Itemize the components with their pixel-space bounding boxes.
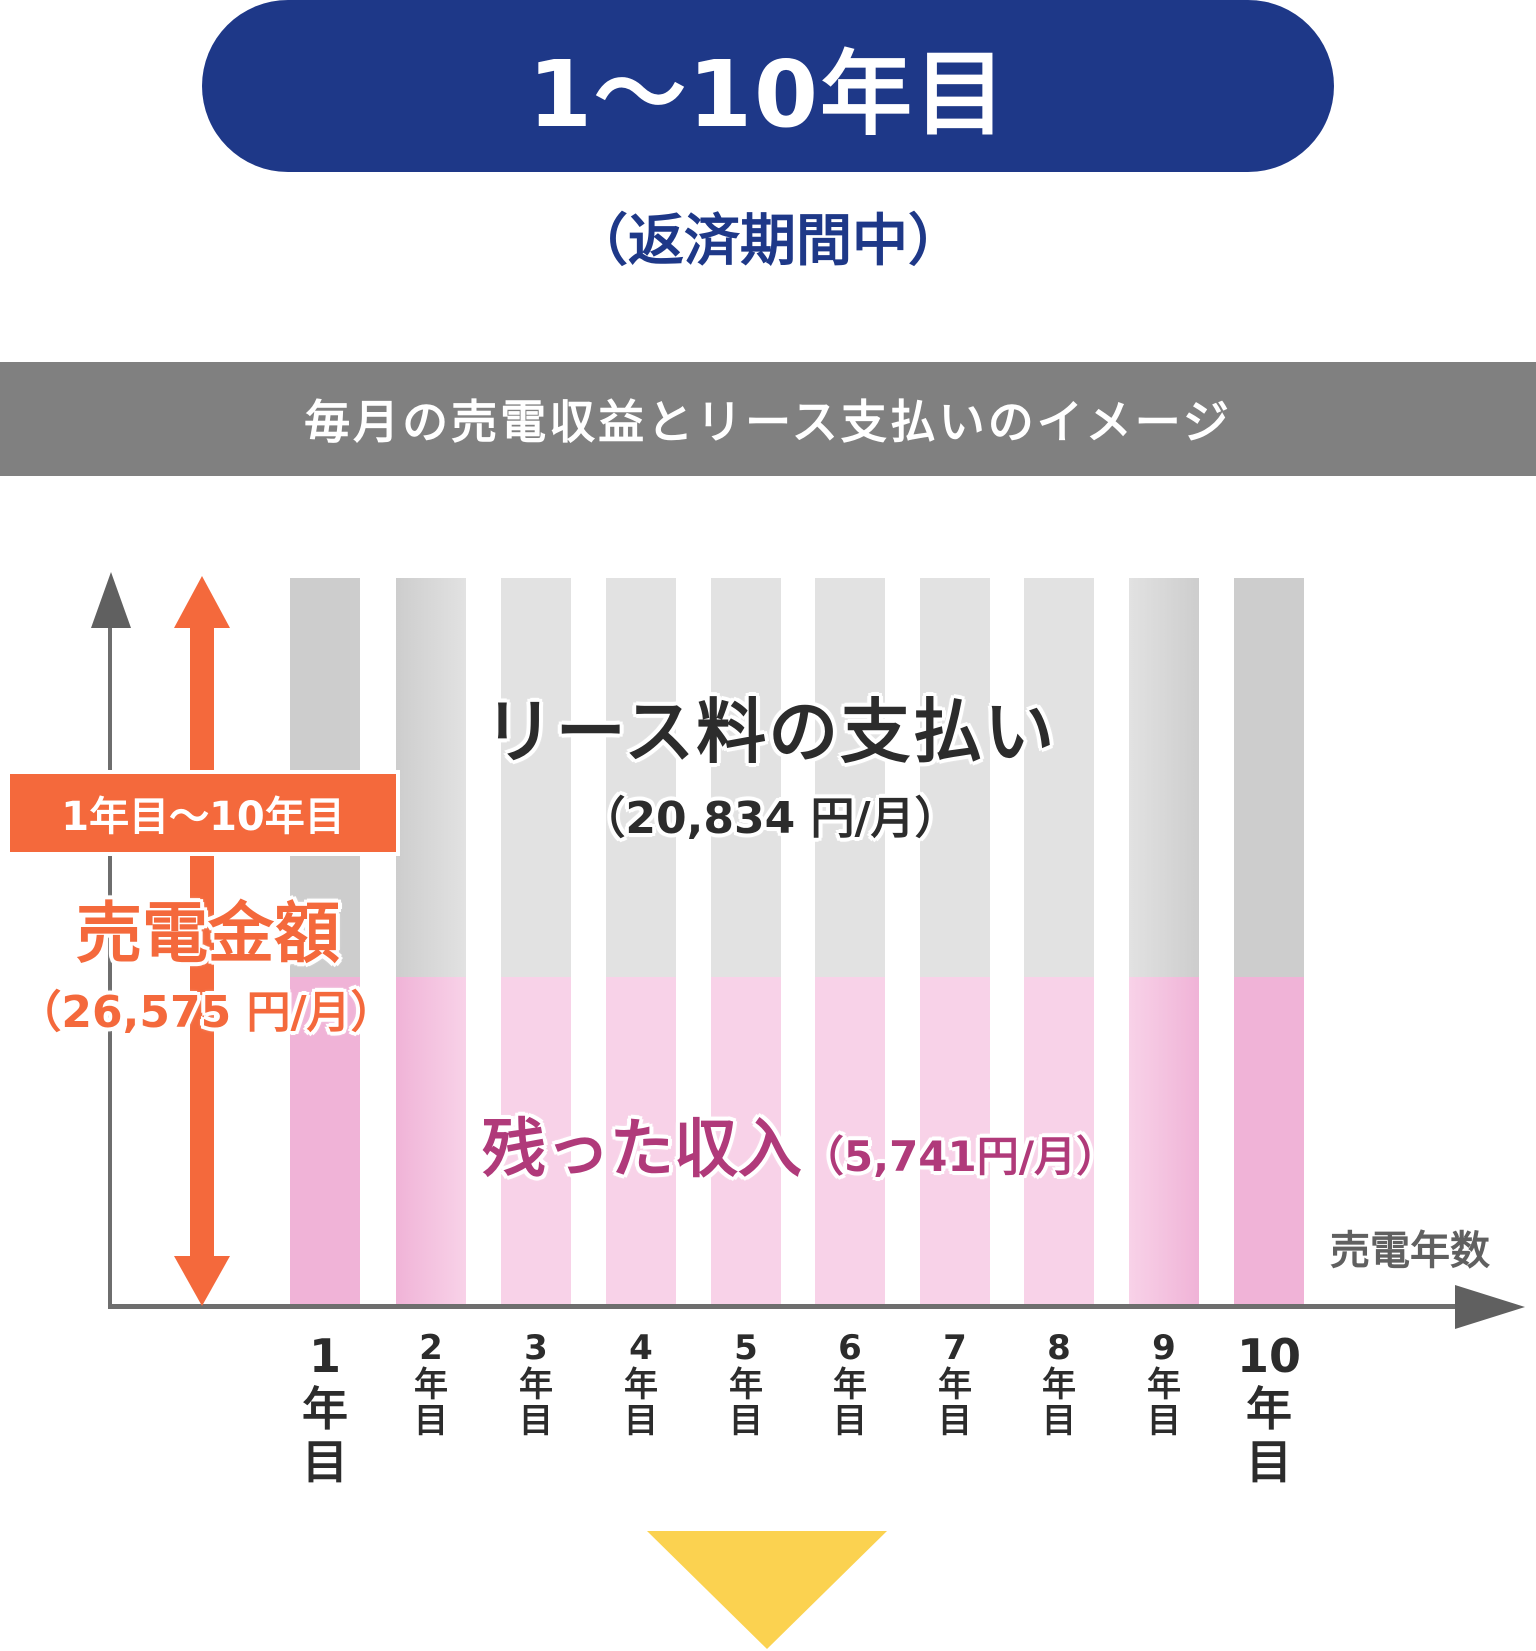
remaining-segment [1129, 977, 1199, 1304]
x-label-part: 年 [1042, 1364, 1076, 1405]
sales-amount: （26,575 円/月） [17, 987, 395, 1038]
bar-year-2 [396, 578, 466, 1304]
remaining-title: 残った収入 [481, 1113, 802, 1187]
remaining-segment [290, 977, 360, 1304]
bar-year-7 [920, 578, 990, 1304]
x-label-part: 7 [943, 1328, 967, 1368]
x-label-part: 10 [1236, 1329, 1301, 1383]
bar-year-8 [1024, 578, 1094, 1304]
x-label-part: 年 [302, 1381, 348, 1436]
x-label-part: 年 [833, 1364, 867, 1405]
lease-title: リース料の支払い [483, 691, 1057, 773]
bar-year-6 [815, 578, 885, 1304]
remaining-segment [1024, 977, 1094, 1304]
lease-segment [1024, 578, 1094, 977]
chart-title-banner: 毎月の売電収益とリース支払いのイメージ [0, 362, 1536, 476]
period-subtitle: （返済期間中） [572, 209, 964, 274]
lease-segment [1234, 578, 1304, 977]
period-label: 1〜10年目 [527, 40, 1009, 148]
x-label-part: 目 [938, 1401, 972, 1442]
y-axis-arrow-icon [91, 572, 131, 628]
x-label-part: 目 [624, 1401, 658, 1442]
down-triangle-icon [647, 1531, 887, 1649]
x-label-part: 目 [1147, 1401, 1181, 1442]
x-axis-title: 売電年数 [1330, 1228, 1490, 1274]
lease-segment [711, 578, 781, 977]
x-label-part: 年 [729, 1364, 763, 1405]
arrow-up-icon [174, 576, 230, 628]
x-axis-arrow-icon [1455, 1285, 1525, 1329]
arrow-down-icon [174, 1256, 230, 1306]
lease-segment [1129, 578, 1199, 977]
x-label-part: 目 [302, 1434, 348, 1489]
chart-title: 毎月の売電収益とリース支払いのイメージ [304, 395, 1232, 449]
x-label-part: 目 [729, 1401, 763, 1442]
x-label-part: 1 [308, 1329, 341, 1383]
x-label-part: 年 [1147, 1364, 1181, 1405]
remaining-segment [606, 977, 676, 1304]
bar-year-3 [501, 578, 571, 1304]
x-label-part: 5 [734, 1328, 758, 1368]
remaining-income: 残った収入（5,741円/月） [430, 1098, 1170, 1190]
remaining-segment [920, 977, 990, 1304]
remaining-segment [711, 977, 781, 1304]
x-label-part: 3 [524, 1328, 548, 1368]
x-label-part: 4 [629, 1328, 653, 1368]
lease-segment [501, 578, 571, 977]
bar-year-5 [711, 578, 781, 1304]
lease-amount: （20,834 円/月） [581, 793, 959, 844]
y-axis [108, 610, 112, 1308]
x-label-year-10: 10 年目 [1224, 1330, 1314, 1489]
sales-title: 売電金額 [76, 895, 340, 972]
x-label-part: 年 [938, 1364, 972, 1405]
remaining-segment [815, 977, 885, 1304]
lease-segment [396, 578, 466, 977]
x-label-part: 目 [833, 1401, 867, 1442]
x-label-part: 年 [624, 1364, 658, 1405]
x-label-part: 目 [519, 1401, 553, 1442]
period-pill: 1〜10年目 [202, 0, 1334, 172]
remaining-segment [396, 977, 466, 1304]
x-label-part: 目 [414, 1401, 448, 1442]
x-label-part: 2 [419, 1328, 443, 1368]
bar-year-9 [1129, 578, 1199, 1304]
lease-segment [815, 578, 885, 977]
x-label-part: 8 [1047, 1328, 1071, 1368]
year-range-label: 1年目〜10年目 [61, 794, 345, 840]
x-label-part: 6 [838, 1328, 862, 1368]
x-label-part: 年 [1246, 1381, 1292, 1436]
remaining-segment [1234, 977, 1304, 1304]
bar-year-10 [1234, 578, 1304, 1304]
x-label-part: 年 [414, 1364, 448, 1405]
year-range-tag: 1年目〜10年目 [10, 774, 396, 852]
x-label-part: 年 [519, 1364, 553, 1405]
x-axis [108, 1304, 1460, 1309]
lease-segment [920, 578, 990, 977]
remaining-amount: （5,741円/月） [801, 1132, 1119, 1181]
x-label-part: 目 [1042, 1401, 1076, 1442]
x-label-part: 目 [1246, 1434, 1292, 1489]
lease-segment [606, 578, 676, 977]
remaining-segment [501, 977, 571, 1304]
x-label-part: 9 [1152, 1328, 1176, 1368]
bar-year-4 [606, 578, 676, 1304]
sales-range-arrow [190, 620, 214, 1270]
